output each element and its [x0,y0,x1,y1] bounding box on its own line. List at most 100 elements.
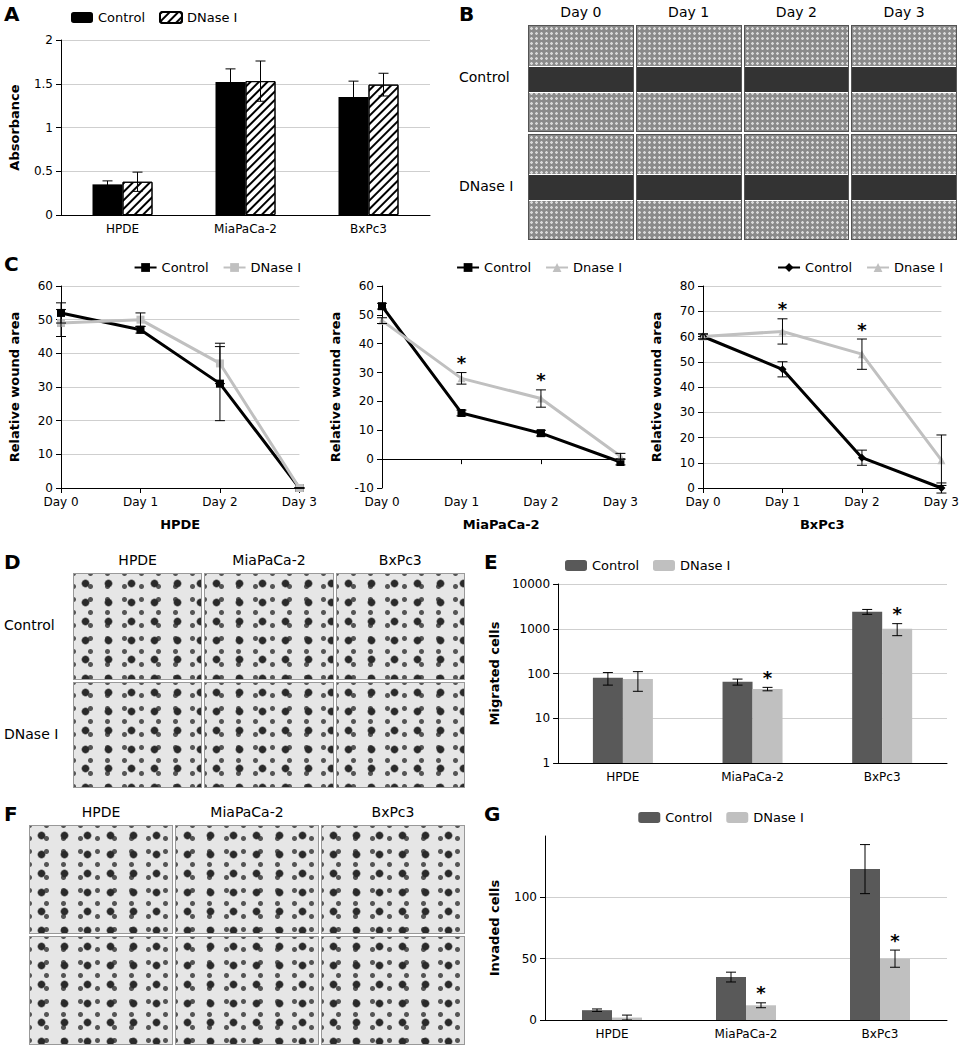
svg-text:Dnase I: Dnase I [573,260,622,275]
svg-text:0: 0 [366,452,374,466]
html-text:A: A [4,2,20,26]
html-text:G: G [484,802,501,826]
svg-text:10000: 10000 [512,577,550,591]
svg-text:-10: -10 [354,481,374,495]
svg-text:100: 100 [514,890,537,904]
svg-text:*: * [857,319,867,340]
svg-text:20: 20 [38,414,53,428]
svg-text:Day 2: Day 2 [202,495,237,509]
svg-text:Day 3: Day 3 [603,495,638,509]
svg-text:1: 1 [45,121,53,135]
svg-text:Day 0: Day 0 [685,495,720,509]
svg-text:50: 50 [522,952,537,966]
svg-text:Day 3: Day 3 [282,495,317,509]
svg-text:Invaded cells: Invaded cells [487,880,502,977]
svg-text:*: * [778,298,788,319]
svg-text:MiaPaCa-2: MiaPaCa-2 [214,222,277,236]
svg-text:*: * [756,982,766,1003]
svg-text:Day 2: Day 2 [844,495,879,509]
svg-text:Control: Control [665,810,712,825]
svg-text:1000: 1000 [520,622,551,636]
svg-text:Day 1: Day 1 [123,495,158,509]
svg-text:40: 40 [680,380,695,394]
svg-text:*: * [457,352,467,373]
svg-text:40: 40 [359,337,374,351]
html-text:DNase I: DNase I [4,725,59,742]
svg-text:100: 100 [527,667,550,681]
svg-text:*: * [536,369,546,390]
svg-text:30: 30 [38,380,53,394]
svg-text:30: 30 [680,405,695,419]
svg-text:20: 20 [680,431,695,445]
svg-text:10: 10 [680,456,695,470]
svg-text:HPDE: HPDE [595,1027,628,1041]
svg-text:60: 60 [680,330,695,344]
html-text:DNase I: DNase I [459,177,514,194]
html-text:Day 3: Day 3 [883,4,925,20]
svg-text:40: 40 [38,346,53,360]
svg-text:1.5: 1.5 [34,77,53,91]
svg-text:Day 0: Day 0 [364,495,399,509]
svg-text:*: * [763,667,773,688]
svg-text:Day 3: Day 3 [924,495,959,509]
svg-text:*: * [890,930,900,951]
html-text:Control: Control [4,617,55,634]
svg-text:Migrated cells: Migrated cells [487,621,502,725]
svg-text:MiaPaCa-2: MiaPaCa-2 [715,1027,778,1041]
svg-text:10: 10 [359,423,374,437]
svg-text:1: 1 [542,756,550,770]
html-text:Day 2: Day 2 [775,4,817,20]
svg-text:Dnase I: Dnase I [894,260,943,275]
svg-text:Day 2: Day 2 [523,495,558,509]
html-text:B: B [459,2,475,26]
svg-text:60: 60 [38,279,53,293]
svg-text:DNase I: DNase I [251,260,301,275]
svg-text:80: 80 [680,279,695,293]
svg-text:50: 50 [680,355,695,369]
svg-text:Control: Control [592,558,639,573]
svg-text:BxPc3: BxPc3 [864,770,901,784]
svg-text:0: 0 [529,1013,537,1027]
svg-text:Relative wound area: Relative wound area [328,312,343,463]
svg-text:BxPc3: BxPc3 [350,222,387,236]
svg-text:HPDE: HPDE [606,770,639,784]
svg-text:10: 10 [535,711,550,725]
svg-text:0: 0 [45,481,53,495]
svg-text:Relative wound area: Relative wound area [649,312,664,463]
svg-text:0: 0 [45,208,53,222]
svg-text:Control: Control [162,260,209,275]
svg-text:BxPc3: BxPc3 [862,1027,899,1041]
svg-text:Control: Control [805,260,852,275]
svg-text:MiaPaCa-2: MiaPaCa-2 [463,517,540,532]
svg-text:10: 10 [38,447,53,461]
svg-text:HPDE: HPDE [160,517,200,532]
svg-text:Day 0: Day 0 [43,495,78,509]
svg-text:20: 20 [359,394,374,408]
svg-text:60: 60 [359,279,374,293]
html-text:Control: Control [459,69,510,86]
svg-text:Control: Control [484,260,531,275]
svg-text:Day 1: Day 1 [765,495,800,509]
svg-text:Day 1: Day 1 [444,495,479,509]
svg-text:MiaPaCa-2: MiaPaCa-2 [721,770,784,784]
svg-text:0: 0 [687,481,695,495]
svg-text:0.5: 0.5 [34,164,53,178]
svg-text:DNase I: DNase I [753,810,803,825]
svg-text:BxPc3: BxPc3 [800,517,845,532]
svg-text:2: 2 [45,33,53,47]
html-text:Day 0: Day 0 [560,4,602,20]
html-text:HPDE: HPDE [118,552,157,568]
svg-text:50: 50 [359,308,374,322]
svg-text:DNase I: DNase I [680,558,730,573]
svg-text:DNase I: DNase I [187,10,237,25]
svg-text:Relative wound area: Relative wound area [7,312,22,463]
svg-text:30: 30 [359,366,374,380]
html-text:D: D [4,550,21,574]
svg-text:Control: Control [98,10,145,25]
html-text:Day 1: Day 1 [668,4,710,20]
svg-text:70: 70 [680,304,695,318]
svg-text:Absorbance: Absorbance [7,84,22,170]
svg-text:HPDE: HPDE [106,222,139,236]
svg-text:50: 50 [38,313,53,327]
svg-text:*: * [892,603,902,624]
